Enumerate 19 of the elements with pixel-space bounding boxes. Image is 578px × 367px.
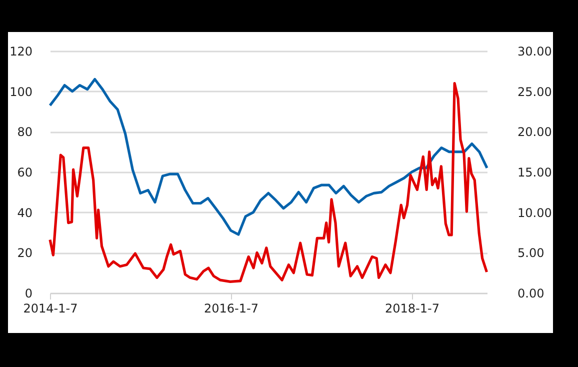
y2-tick-label: 10.00 xyxy=(518,206,552,220)
y-tick-label: 80 xyxy=(17,125,32,140)
y2-tick-label: 30.00 xyxy=(518,44,552,58)
y-tick-label: 120 xyxy=(10,44,32,58)
y-tick-label: 20 xyxy=(17,246,32,260)
y-tick-label: 100 xyxy=(10,84,32,99)
x-tick-label: 2018-1-7 xyxy=(385,302,440,316)
y2-tick-label: 0.00 xyxy=(518,286,544,300)
x-tick-label: 2016-1-7 xyxy=(204,302,258,316)
y2-tick-label: 25.00 xyxy=(518,84,552,99)
y-tick-label: 40 xyxy=(17,206,32,220)
y-tick-label: 60 xyxy=(17,166,32,180)
x-tick-label: 2014-1-7 xyxy=(23,302,78,316)
line-series xyxy=(48,78,488,236)
y2-tick-label: 5.00 xyxy=(518,246,544,260)
y2-tick-label: 15.00 xyxy=(518,166,552,180)
y2-tick-label: 20.00 xyxy=(518,125,552,140)
y-tick-label: 0 xyxy=(24,286,32,300)
line-series xyxy=(48,82,488,284)
